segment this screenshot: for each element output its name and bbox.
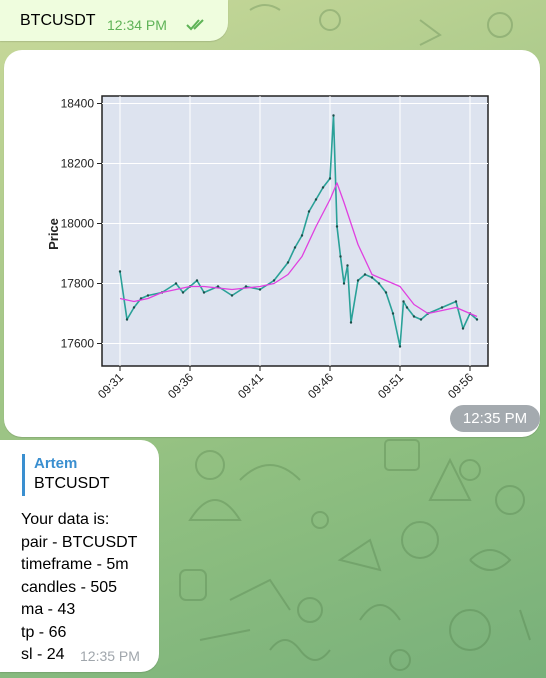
- price-point: [342, 282, 346, 285]
- price-point: [307, 210, 311, 213]
- reply-author: Artem: [34, 455, 78, 472]
- x-tick-label: 09:41: [235, 370, 266, 401]
- message-line: candles - 505: [21, 578, 118, 596]
- price-point: [356, 279, 360, 282]
- price-point: [244, 285, 248, 288]
- price-point: [335, 225, 339, 228]
- price-point: [363, 273, 367, 276]
- price-line: [119, 114, 478, 348]
- price-point: [440, 306, 444, 309]
- message-time: 12:35 PM: [450, 405, 540, 432]
- y-tick-label: 17600: [61, 337, 95, 351]
- reply-quoted-text: BTCUSDT: [34, 475, 110, 492]
- price-point: [286, 261, 290, 264]
- x-tick-label: 09:46: [305, 370, 336, 401]
- price-point: [202, 291, 206, 294]
- message-text: BTCUSDT: [20, 12, 96, 29]
- x-tick-label: 09:36: [165, 370, 196, 401]
- message-line: pair - BTCUSDT: [21, 533, 138, 551]
- price-point: [475, 318, 479, 321]
- price-point: [405, 306, 409, 309]
- price-point: [339, 255, 342, 258]
- price-point: [139, 297, 143, 300]
- price-point: [125, 318, 129, 321]
- price-point: [454, 300, 458, 303]
- reply-quote[interactable]: Artem BTCUSDT: [22, 454, 110, 496]
- price-point: [321, 186, 325, 189]
- price-point: [349, 321, 353, 324]
- price-point: [146, 294, 150, 297]
- price-point: [195, 279, 199, 282]
- y-tick-label: 18000: [61, 217, 95, 231]
- price-point: [391, 312, 395, 315]
- message-time: 12:34 PM: [107, 17, 167, 33]
- message-body: Your data is: pair - BTCUSDT timeframe -…: [21, 509, 137, 667]
- price-point: [412, 315, 416, 318]
- moving-average-line: [119, 182, 478, 318]
- price-point: [230, 294, 234, 297]
- message-line: tp - 66: [21, 623, 67, 641]
- price-point: [181, 291, 185, 294]
- price-point: [419, 318, 423, 321]
- price-point: [377, 282, 381, 285]
- y-tick-label: 18400: [61, 97, 95, 111]
- price-point: [300, 234, 304, 237]
- y-tick-label: 17800: [61, 277, 95, 291]
- price-point: [132, 306, 136, 309]
- incoming-reply-message[interactable]: Artem BTCUSDT Your data is: pair - BTCUS…: [0, 440, 159, 672]
- double-check-icon: [186, 19, 204, 31]
- price-point: [272, 279, 276, 282]
- price-point: [332, 114, 335, 117]
- y-axis-label: Price: [46, 218, 61, 250]
- outgoing-message[interactable]: BTCUSDT 12:34 PM: [0, 0, 228, 41]
- chart-image-message[interactable]: 17600 17800 18000 18200 18400 09:31 09:36 09:4…: [4, 50, 540, 437]
- price-point: [314, 198, 318, 201]
- price-point: [118, 270, 122, 273]
- x-tick-label: 09:56: [445, 370, 476, 401]
- message-time: 12:35 PM: [80, 648, 140, 664]
- message-line: Your data is:: [21, 511, 110, 528]
- price-point: [370, 276, 374, 279]
- message-line: sl - 24: [21, 646, 65, 663]
- price-point: [293, 246, 297, 249]
- price-point: [398, 345, 402, 348]
- plot-area: [101, 95, 489, 367]
- price-point: [174, 282, 178, 285]
- price-point: [402, 300, 405, 303]
- price-point: [216, 285, 220, 288]
- x-tick-label: 09:31: [95, 370, 126, 401]
- price-point: [461, 327, 465, 330]
- message-line: ma - 43: [21, 601, 76, 618]
- y-tick-label: 18200: [61, 157, 95, 171]
- price-point: [346, 264, 349, 267]
- price-point: [258, 288, 262, 291]
- price-point: [384, 291, 388, 294]
- price-point: [328, 177, 332, 180]
- price-chart[interactable]: 17600 17800 18000 18200 18400 09:31 09:36 09:4…: [4, 50, 540, 437]
- message-line: timeframe - 5m: [21, 556, 129, 573]
- x-tick-label: 09:51: [375, 370, 406, 401]
